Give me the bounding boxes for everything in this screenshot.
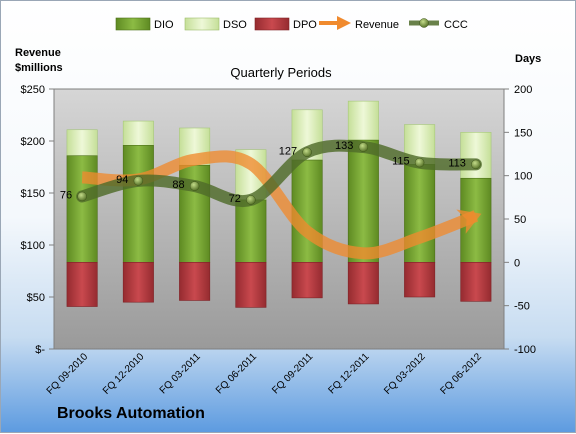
dso-bar [460, 132, 492, 179]
left-tick-label: $100 [21, 240, 45, 252]
left-tick-label: $150 [21, 188, 45, 200]
ccc-data-label: 133 [335, 140, 353, 152]
ccc-point [414, 157, 425, 168]
ccc-data-label: 113 [448, 157, 466, 169]
category-label: FQ 06-2011 [214, 351, 259, 396]
legend-dpo-swatch [254, 17, 290, 31]
dso-bar [122, 120, 154, 146]
ccc-series: 76 94 88 72 127 133 115 113 [60, 139, 482, 208]
category-label: FQ 09-2010 [45, 351, 91, 397]
right-tick-label: 50 [514, 214, 526, 226]
ccc-point [302, 147, 312, 158]
right-tick-label: -100 [514, 344, 536, 356]
dpo-bar [179, 262, 211, 301]
dio-bar [347, 139, 379, 263]
chart-title: Quarterly Periods [230, 65, 332, 80]
dpo-bar [122, 262, 154, 303]
right-axis-ticks: -100 -50 0 50 100 150 200 [504, 84, 536, 356]
ccc-data-label: 115 [392, 156, 410, 168]
ccc-line [76, 139, 482, 208]
right-axis-title: Days [515, 53, 541, 65]
legend-revenue-arrow-icon [319, 16, 351, 30]
ccc-point [189, 181, 200, 191]
ccc-data-label: 72 [229, 193, 241, 205]
ccc-data-label: 94 [116, 174, 128, 186]
legend-dio-label: DIO [154, 19, 174, 31]
dpo-bar [404, 262, 436, 298]
left-tick-label: $200 [21, 136, 45, 148]
right-tick-label: -50 [514, 301, 530, 313]
dpo-bar [460, 262, 492, 302]
bars [66, 100, 492, 308]
ccc-data-label: 76 [60, 189, 72, 201]
ccc-point [77, 191, 87, 202]
legend-dio-swatch [115, 17, 151, 31]
dpo-bar [66, 262, 98, 307]
dpo-bar [347, 262, 379, 305]
dio-bar [122, 145, 154, 263]
dpo-bar [291, 262, 323, 299]
left-tick-label: $- [35, 344, 45, 356]
left-tick-label: $250 [21, 84, 45, 96]
category-label: FQ 12-2010 [101, 351, 147, 397]
right-tick-label: 150 [514, 127, 532, 139]
left-axis-title-line1: Revenue [15, 47, 61, 59]
category-label: FQ 03-2011 [158, 351, 203, 396]
company-name: Brooks Automation [57, 405, 205, 422]
category-labels: FQ 09-2010 FQ 12-2010 FQ 03-2011 FQ 06-2011… [45, 351, 485, 397]
ccc-point [358, 142, 369, 152]
right-tick-label: 0 [514, 257, 520, 269]
ccc-point [133, 176, 144, 186]
plot-area [53, 88, 505, 350]
ccc-point [471, 159, 481, 170]
category-label: FQ 03-2012 [382, 351, 428, 397]
left-tick-label: $50 [27, 292, 45, 304]
legend: DIO DSO DPO Revenue CCC [115, 16, 468, 31]
right-tick-label: 100 [514, 171, 532, 183]
legend-dso-swatch [184, 17, 220, 31]
ccc-data-label: 88 [172, 179, 184, 191]
category-label: FQ 06-2012 [438, 351, 484, 397]
dio-bar [235, 199, 267, 263]
ccc-point [246, 195, 256, 205]
legend-ccc-label: CCC [444, 19, 468, 31]
legend-dpo-label: DPO [293, 19, 317, 31]
left-axis-ticks: $- $50 $100 $150 $200 $250 [21, 84, 54, 356]
legend-revenue-label: Revenue [355, 19, 399, 31]
dso-bar [347, 100, 379, 141]
dpo-bar [235, 262, 267, 308]
left-axis-title-line2: $millions [15, 62, 63, 74]
right-tick-label: 200 [514, 84, 532, 96]
category-label: FQ 09-2011 [270, 351, 315, 396]
legend-ccc-marker-icon [409, 18, 439, 28]
legend-dso-label: DSO [223, 19, 247, 31]
dso-bar [66, 129, 98, 157]
ccc-data-label: 127 [279, 145, 297, 157]
dio-bar [66, 155, 98, 263]
category-label: FQ 12-2011 [327, 351, 372, 396]
